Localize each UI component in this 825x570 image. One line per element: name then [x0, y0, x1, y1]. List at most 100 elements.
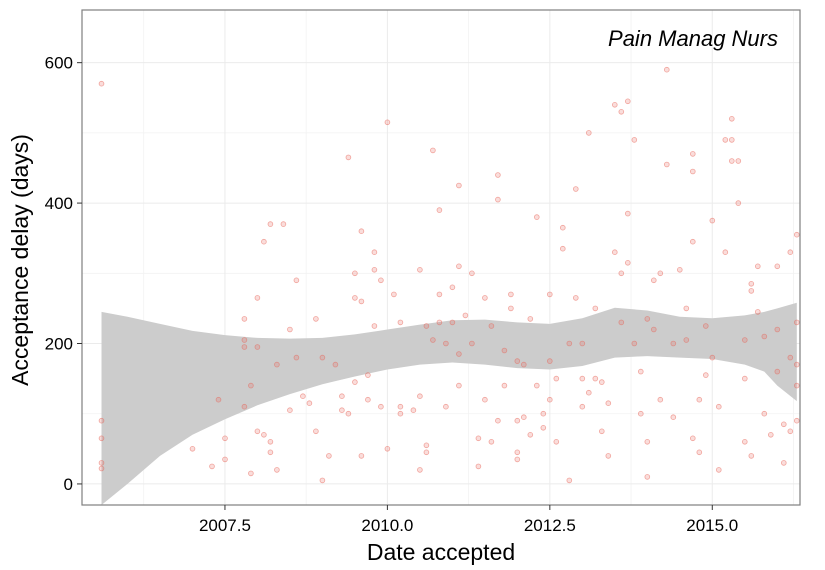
data-point [624, 259, 631, 266]
data-point [345, 410, 352, 417]
data-point [572, 186, 579, 192]
data-point [748, 288, 755, 294]
data-point [735, 200, 742, 206]
data-point [261, 431, 267, 438]
x-tick-label: 2015.0 [686, 516, 738, 535]
journal-annotation: Pain Manag Nurs [608, 26, 778, 51]
data-point [495, 417, 501, 424]
data-point [715, 467, 722, 473]
data-point [280, 221, 287, 227]
data-point [319, 354, 326, 361]
data-point [436, 319, 443, 326]
data-point [657, 270, 664, 277]
data-point [300, 393, 306, 400]
data-point [384, 119, 391, 126]
x-tick-label: 2007.5 [199, 516, 251, 535]
data-point [670, 414, 677, 421]
data-point [449, 319, 456, 326]
data-point [709, 354, 716, 361]
data-point [248, 382, 254, 389]
data-point [605, 453, 612, 459]
data-point [352, 379, 358, 385]
y-axis-title: Acceptance delay (days) [7, 134, 33, 386]
data-point [332, 361, 339, 368]
data-point [631, 340, 638, 347]
data-point [754, 309, 761, 315]
data-point [566, 340, 573, 347]
data-point [793, 417, 800, 424]
data-point [488, 438, 495, 445]
data-point [780, 460, 787, 466]
data-point [209, 463, 215, 470]
data-point [267, 438, 274, 445]
data-point [546, 358, 553, 364]
data-point [482, 295, 488, 301]
data-point [709, 217, 716, 224]
data-point [287, 326, 293, 333]
data-point [254, 344, 261, 350]
data-point [241, 316, 248, 322]
data-point [637, 410, 644, 417]
data-point [598, 379, 605, 385]
data-point [696, 396, 703, 403]
data-point [598, 428, 605, 435]
data-point [501, 347, 508, 354]
data-point [696, 449, 703, 456]
data-point [339, 407, 345, 414]
data-point [514, 417, 521, 424]
data-point [306, 400, 313, 407]
data-point [611, 249, 618, 256]
data-point [430, 147, 436, 154]
data-point [715, 403, 722, 410]
data-point [436, 207, 443, 213]
data-point [501, 382, 508, 389]
data-point [520, 361, 527, 368]
data-points [98, 66, 800, 484]
data-point [358, 228, 365, 235]
data-point [475, 435, 482, 442]
data-point [339, 393, 345, 400]
data-point [248, 470, 254, 477]
data-point [650, 277, 657, 284]
data-point [326, 453, 332, 459]
data-point [735, 158, 742, 164]
data-point [689, 151, 696, 157]
data-point [566, 477, 573, 484]
data-point [767, 431, 774, 438]
data-point [241, 344, 248, 350]
x-tick-label: 2010.0 [361, 516, 413, 535]
data-point [787, 428, 794, 435]
data-point [508, 291, 514, 298]
data-point [378, 403, 384, 410]
data-point [319, 477, 326, 484]
data-point [254, 428, 261, 435]
data-point [618, 270, 625, 277]
data-point [397, 319, 404, 326]
data-point [98, 460, 105, 466]
data-point [787, 354, 794, 361]
data-point [293, 277, 300, 284]
data-point [741, 375, 748, 382]
data-point [579, 403, 586, 410]
x-axis-ticks: 2007.5 2010.0 2012.5 2015.0 [199, 505, 738, 535]
data-point [241, 403, 248, 410]
data-point [618, 109, 625, 115]
data-point [559, 224, 566, 231]
data-point [728, 137, 735, 143]
data-point [644, 438, 651, 445]
data-point [436, 291, 443, 298]
data-point [761, 410, 768, 417]
data-point [462, 312, 469, 319]
data-point [722, 137, 729, 143]
data-point [514, 456, 521, 463]
data-point [345, 154, 352, 161]
data-point [527, 431, 534, 438]
data-point [624, 98, 631, 105]
data-point [520, 414, 527, 421]
data-point [98, 435, 105, 442]
data-point [683, 305, 690, 312]
data-point [514, 449, 521, 456]
minor-grid [82, 10, 800, 505]
data-point [98, 465, 105, 472]
data-point [644, 316, 651, 322]
